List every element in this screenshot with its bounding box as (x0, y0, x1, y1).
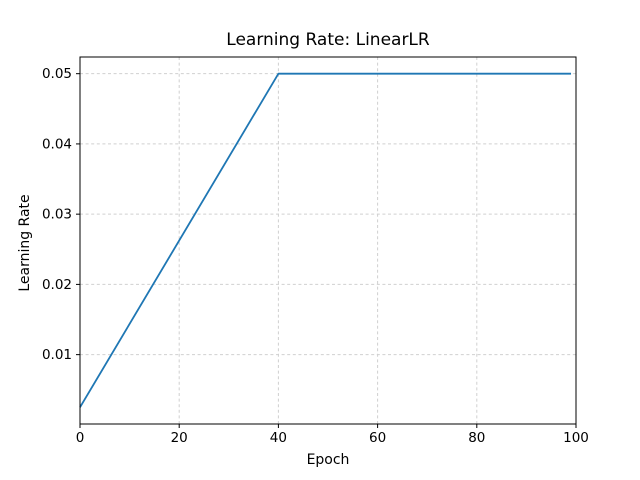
y-tick-label: 0.01 (42, 347, 72, 363)
x-tick-label: 40 (270, 430, 287, 446)
x-tick-label: 80 (468, 430, 485, 446)
x-tick-label: 60 (369, 430, 386, 446)
x-tick-label: 100 (563, 430, 589, 446)
chart-title: Learning Rate: LinearLR (226, 30, 430, 50)
x-tick-label: 0 (76, 430, 85, 446)
data-line-learning-rate (79, 72, 572, 408)
x-axis-label: Epoch (306, 452, 350, 468)
y-tick-label: 0.02 (42, 277, 72, 293)
y-tick-label: 0.03 (42, 207, 72, 223)
y-tick-label: 0.04 (42, 136, 72, 152)
axes-spines (79, 56, 577, 425)
y-tick-label: 0.05 (42, 66, 72, 82)
x-tick-label: 20 (171, 430, 188, 446)
